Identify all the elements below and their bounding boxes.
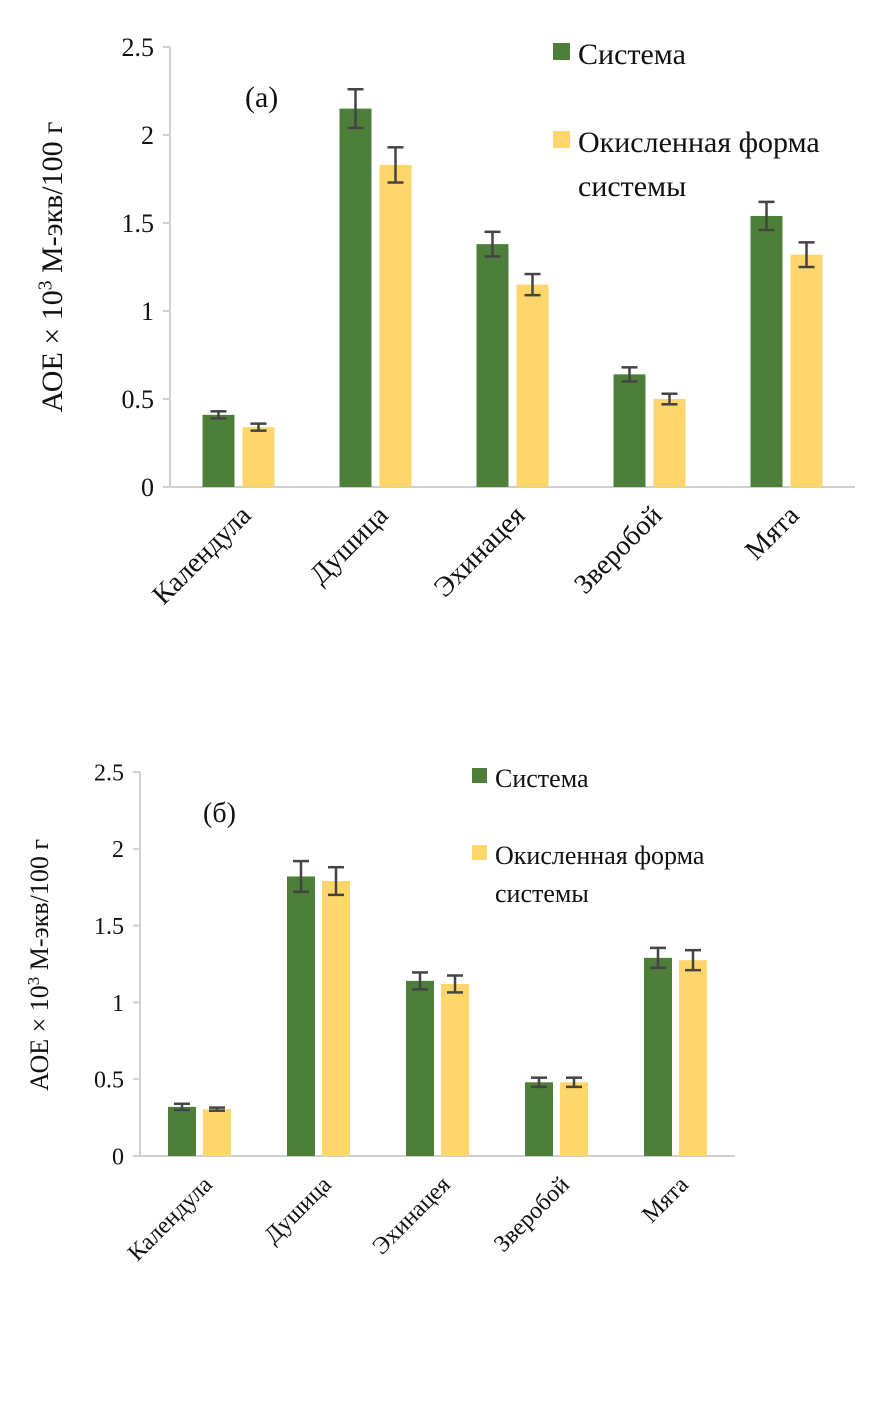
error-bar	[685, 948, 701, 972]
y-axis-label: АОЕ × 103 М-экв/100 г	[24, 839, 54, 1091]
y-tick-label: 2	[141, 121, 154, 150]
y-tick-label: 2	[112, 837, 124, 863]
bar-oxidized	[560, 1082, 588, 1156]
y-tick-label: 2.5	[122, 33, 155, 62]
y-tick-label: 1	[141, 297, 154, 326]
error-bar	[484, 230, 501, 258]
x-tick-label: Календула	[123, 1172, 218, 1267]
bar-system	[525, 1082, 553, 1156]
y-tick-label: 0.5	[122, 385, 155, 414]
legend-label-system: Система	[578, 38, 686, 71]
x-tick-label: Календула	[147, 500, 258, 611]
y-tick-label: 0.5	[94, 1068, 124, 1094]
bar-system	[168, 1106, 196, 1156]
error-bar	[210, 410, 227, 420]
error-bar	[566, 1076, 582, 1089]
error-bar	[621, 366, 638, 383]
legend-swatch-system	[472, 768, 487, 783]
chart-a: 0 0.5 1 1.5 2 2.5 АОЕ × 103 М-экв/100 г (а) Кале…	[36, 33, 855, 611]
error-bar	[661, 392, 678, 406]
bar-oxidized	[653, 399, 686, 487]
y-axis-label-main: АОЕ × 10	[36, 290, 69, 412]
error-bar	[531, 1076, 547, 1089]
error-bar	[650, 946, 666, 970]
bar-system	[202, 414, 235, 487]
x-tick-label: Зверобой	[489, 1172, 575, 1258]
bar-system	[406, 980, 434, 1156]
legend-label-system: Система	[495, 764, 589, 793]
legend-label-oxidized-line2: системы	[495, 879, 589, 908]
legend-swatch-oxidized	[553, 131, 570, 148]
x-tick-label: Мята	[637, 1172, 694, 1229]
legend: Система Окисленная форма системы	[553, 38, 820, 203]
x-tick-label: Зверобой	[568, 500, 668, 600]
error-bar	[209, 1106, 225, 1112]
panel-label: (б)	[203, 798, 236, 829]
error-bar	[447, 974, 463, 994]
x-tick-label: Эхинацея	[428, 500, 531, 603]
bar-system	[644, 957, 672, 1156]
y-axis-label: АОЕ × 103 М-экв/100 г	[36, 122, 70, 413]
bar-oxidized	[242, 427, 275, 487]
bar-oxidized	[379, 164, 412, 488]
bar-oxidized	[322, 881, 350, 1156]
y-tick-label: 1.5	[122, 209, 155, 238]
y-axis-label-unit: М-экв/100 г	[25, 839, 54, 977]
bar-oxidized	[516, 284, 549, 487]
x-tick-label: Мята	[739, 500, 806, 567]
x-tick-label: Душица	[304, 500, 395, 591]
bar-system	[613, 374, 646, 487]
legend-swatch-oxidized	[472, 845, 487, 860]
bar-oxidized	[441, 983, 469, 1156]
bar-oxidized	[203, 1109, 231, 1156]
y-axis-label-superscript: 3	[24, 977, 43, 985]
error-bar	[758, 200, 775, 232]
error-bar	[250, 422, 267, 432]
y-tick-label: 1.5	[94, 914, 124, 940]
y-axis-label-main: АОЕ × 10	[25, 985, 54, 1091]
error-bar	[412, 971, 428, 991]
x-tick-label: Эхинацея	[368, 1172, 456, 1260]
y-tick-label: 0	[112, 1144, 124, 1170]
bar-oxidized	[679, 960, 707, 1156]
legend-swatch-system	[553, 43, 570, 60]
bar-system	[750, 215, 783, 487]
y-tick-label: 2.5	[94, 760, 124, 786]
chart-b: 0 0.5 1 1.5 2 2.5 АОЕ × 103 М-экв/100 г (б) Кале…	[24, 760, 735, 1266]
bar-system	[476, 244, 509, 487]
legend-label-oxidized-line1: Окисленная форма	[495, 841, 705, 870]
y-axis-label-unit: М-экв/100 г	[36, 122, 69, 281]
bar-system	[339, 108, 372, 487]
y-tick-label: 1	[112, 991, 124, 1017]
y-tick-label: 0	[141, 473, 154, 502]
legend-label-oxidized-line2: системы	[578, 170, 686, 203]
error-bar	[798, 241, 815, 269]
error-bar	[387, 146, 404, 184]
bar-oxidized	[790, 254, 823, 487]
error-bar	[524, 272, 541, 297]
y-axis-label-superscript: 3	[36, 281, 57, 291]
error-bar	[174, 1102, 190, 1112]
error-bar	[328, 865, 344, 897]
legend: Система Окисленная форма системы	[472, 764, 705, 908]
panel-label: (а)	[245, 81, 278, 114]
x-tick-label: Душица	[260, 1172, 337, 1249]
bar-system	[287, 876, 315, 1156]
error-bar	[293, 859, 309, 894]
legend-label-oxidized-line1: Окисленная форма	[578, 126, 820, 159]
error-bar	[347, 87, 364, 130]
